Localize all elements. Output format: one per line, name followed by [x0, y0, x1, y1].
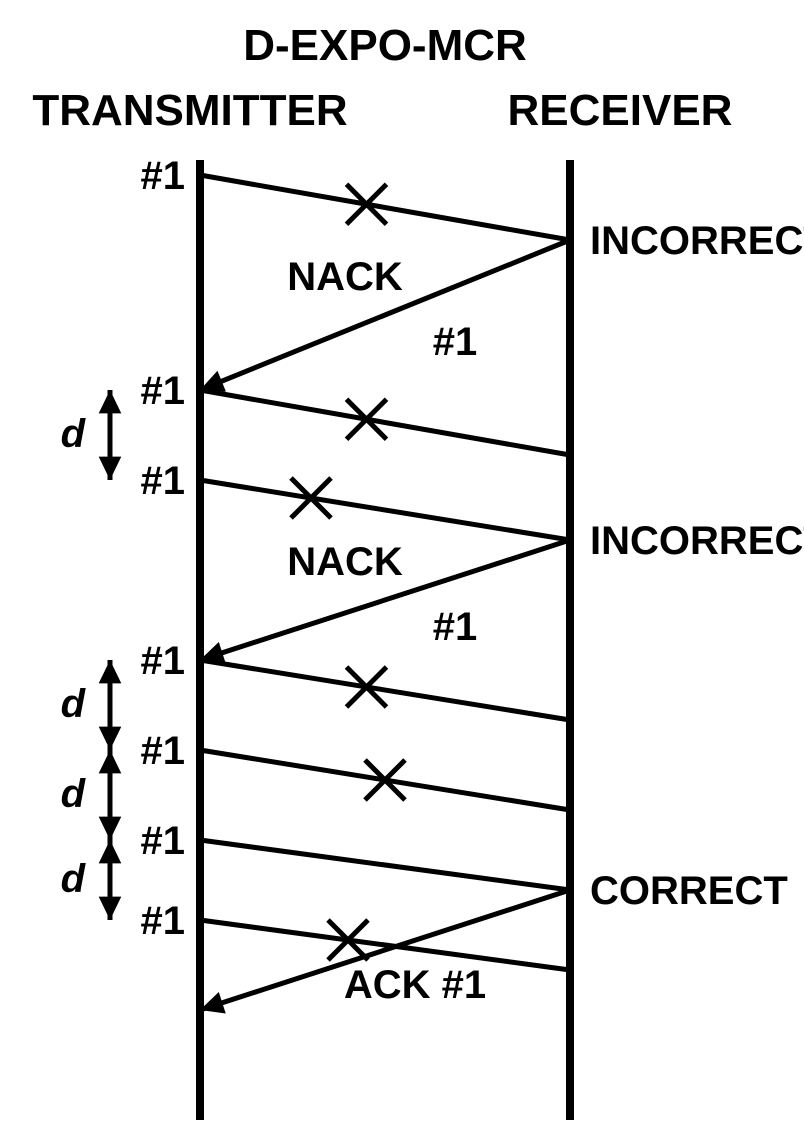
tx-event-label: #1 — [141, 899, 186, 943]
message-label: NACK — [287, 255, 403, 299]
sequence-diagram: D-EXPO-MCR TRANSMITTER RECEIVER #1 #1 #1 #1 #1 #… — [0, 0, 804, 1141]
interval-label: d — [61, 412, 87, 456]
interval-label: d — [61, 772, 87, 816]
arrowhead — [99, 660, 122, 683]
arrowhead — [99, 750, 122, 773]
rx-event-label: INCORRECT — [590, 519, 804, 563]
arrowhead — [99, 817, 122, 840]
arrowhead — [99, 457, 122, 480]
tx-event-label: #1 — [141, 729, 186, 773]
arrowhead — [99, 727, 122, 750]
rx-event-label: CORRECT — [590, 869, 788, 913]
tx-event-label: #1 — [141, 819, 186, 863]
interval-label: d — [61, 682, 87, 726]
message-label: ACK #1 — [344, 963, 486, 1007]
interval-label: d — [61, 857, 87, 901]
message-arrow — [200, 480, 570, 540]
arrowhead — [99, 897, 122, 920]
tx-event-label: #1 — [141, 154, 186, 198]
message-label: NACK — [287, 540, 403, 584]
arrowhead — [99, 390, 122, 413]
message-label: #1 — [433, 320, 478, 364]
tx-event-label: #1 — [141, 369, 186, 413]
transmitter-label: TRANSMITTER — [32, 86, 347, 135]
rx-event-label: INCORRECT — [590, 219, 804, 263]
message-arrow — [200, 840, 570, 890]
diagram-title: D-EXPO-MCR — [243, 21, 527, 70]
receiver-label: RECEIVER — [508, 86, 733, 135]
tx-event-label: #1 — [141, 639, 186, 683]
tx-event-label: #1 — [141, 459, 186, 503]
message-label: #1 — [433, 605, 478, 649]
arrowhead — [99, 840, 122, 863]
